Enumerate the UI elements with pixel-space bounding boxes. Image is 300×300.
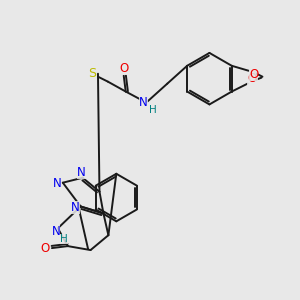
Text: O: O: [249, 68, 258, 81]
Text: O: O: [119, 62, 128, 75]
Text: S: S: [88, 67, 96, 80]
Text: N: N: [71, 201, 80, 214]
Text: N: N: [77, 166, 86, 179]
Text: N: N: [52, 225, 60, 238]
Text: N: N: [139, 96, 148, 109]
Text: O: O: [40, 242, 50, 255]
Text: N: N: [52, 177, 61, 190]
Text: H: H: [148, 105, 156, 116]
Text: O: O: [247, 72, 256, 85]
Text: H: H: [60, 234, 68, 244]
